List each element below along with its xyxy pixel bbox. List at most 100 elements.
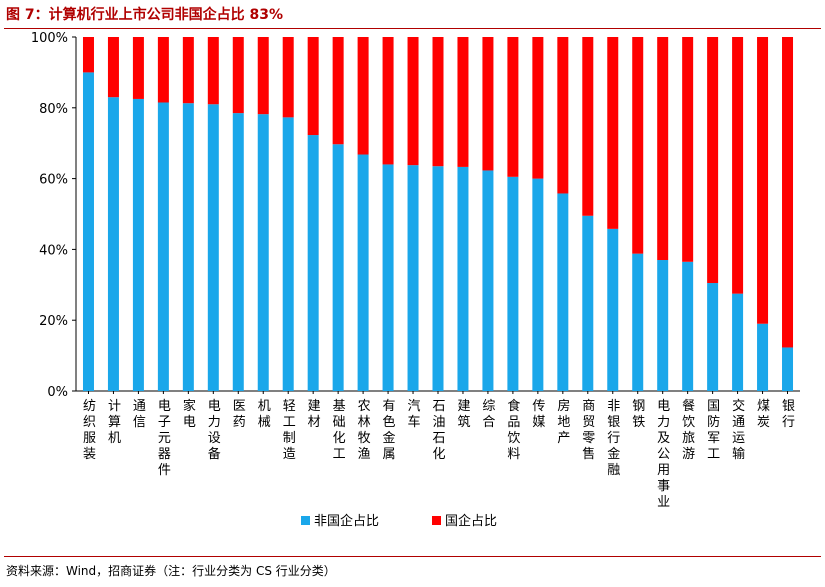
category-label: 色	[383, 414, 396, 430]
y-tick-label: 60%	[39, 173, 68, 188]
figure-title: 图 7：计算机行业上市公司非国企占比 83%	[6, 7, 283, 23]
category-label: 力	[208, 415, 221, 430]
category-label: 品	[507, 415, 520, 430]
bar-soe	[357, 37, 369, 155]
bar-non-soe	[232, 113, 244, 392]
category-label: 贸	[582, 415, 595, 430]
category-label: 料	[507, 447, 520, 462]
category-label: 输	[732, 446, 745, 462]
category-label: 房	[557, 398, 570, 414]
category-label: 业	[657, 495, 670, 510]
bar-non-soe	[157, 102, 169, 392]
category-label: 家	[183, 398, 196, 414]
category-label: 建	[308, 399, 321, 414]
bar-soe	[282, 37, 294, 118]
category-label: 元	[158, 431, 171, 446]
category-label: 装	[83, 447, 96, 462]
category-label: 化	[333, 431, 346, 446]
bar-soe	[382, 37, 394, 165]
category-label: 传	[532, 399, 545, 414]
category-label: 国	[707, 399, 720, 414]
bar-soe	[232, 37, 244, 114]
bar-non-soe	[707, 283, 719, 391]
category-label: 织	[83, 415, 96, 430]
y-tick-label: 0%	[47, 385, 68, 400]
source-rule	[4, 556, 821, 557]
bar-non-soe	[207, 104, 219, 391]
bars	[82, 37, 794, 392]
category-label: 信	[133, 415, 146, 430]
bar-soe	[732, 37, 744, 294]
category-label: 零	[582, 431, 595, 446]
bar-non-soe	[682, 261, 694, 391]
category-label: 产	[557, 431, 570, 446]
y-tick-label: 20%	[39, 314, 68, 329]
category-label: 有	[383, 399, 396, 414]
category-label: 电	[183, 415, 196, 430]
bar-non-soe	[507, 176, 519, 391]
bar-non-soe	[357, 154, 369, 391]
y-tick-label: 40%	[39, 243, 68, 258]
bar-soe	[632, 37, 644, 254]
title-rule	[4, 28, 821, 29]
category-label: 药	[233, 415, 246, 430]
category-label: 汽	[408, 399, 421, 414]
category-label: 售	[582, 446, 595, 462]
category-label: 媒	[532, 415, 545, 430]
category-label: 公	[657, 447, 670, 462]
category-label: 服	[83, 431, 96, 446]
legend-label: 非国企占比	[314, 513, 379, 529]
bar-non-soe	[257, 114, 269, 391]
bar-non-soe	[607, 228, 619, 391]
bar-soe	[82, 37, 94, 73]
category-label: 电	[208, 399, 221, 414]
bar-non-soe	[107, 97, 119, 392]
bar-non-soe	[582, 215, 594, 391]
bar-non-soe	[757, 323, 769, 391]
category-label: 金	[383, 430, 396, 446]
bar-non-soe	[82, 72, 94, 392]
stacked-bar-chart: 0%20%40%60%80%100% 纺织服装计算机通信电子元器件家电电力设备医…	[31, 31, 800, 529]
category-label: 行	[607, 431, 620, 446]
bar-soe	[682, 37, 694, 262]
legend: 非国企占比 国企占比	[301, 513, 497, 529]
bar-non-soe	[557, 193, 569, 391]
category-label: 饮	[507, 431, 520, 446]
category-label: 力	[657, 415, 670, 430]
category-label: 旅	[682, 431, 695, 446]
bar-soe	[457, 37, 469, 167]
bar-non-soe	[307, 135, 319, 391]
category-label: 计	[108, 399, 121, 414]
category-label: 油	[432, 415, 445, 430]
bar-non-soe	[782, 347, 794, 391]
bar-soe	[757, 37, 769, 324]
category-label: 餐	[682, 398, 695, 414]
category-label: 材	[308, 415, 321, 430]
category-label: 器	[158, 447, 171, 462]
category-label: 工	[283, 415, 296, 430]
category-label: 基	[333, 399, 346, 414]
bar-soe	[707, 37, 719, 284]
category-label: 设	[208, 431, 221, 446]
bar-non-soe	[457, 166, 469, 391]
category-label: 银	[607, 415, 620, 430]
category-label: 融	[607, 463, 620, 478]
legend-swatch	[432, 516, 441, 525]
bar-soe	[582, 37, 594, 216]
category-label: 纺	[83, 399, 96, 414]
category-label: 机	[108, 431, 121, 446]
category-label: 农	[358, 399, 371, 414]
category-label: 医	[233, 399, 246, 414]
bar-soe	[657, 37, 669, 261]
bar-soe	[182, 37, 194, 104]
bar-soe	[432, 37, 444, 167]
category-label: 电	[657, 399, 670, 414]
category-label: 煤	[757, 399, 770, 414]
bar-soe	[207, 37, 219, 105]
category-label: 建	[457, 399, 470, 414]
category-label: 石	[432, 431, 445, 446]
bar-soe	[532, 37, 544, 179]
category-label: 工	[707, 447, 720, 462]
category-label: 炭	[757, 415, 770, 430]
category-label: 件	[158, 463, 171, 478]
